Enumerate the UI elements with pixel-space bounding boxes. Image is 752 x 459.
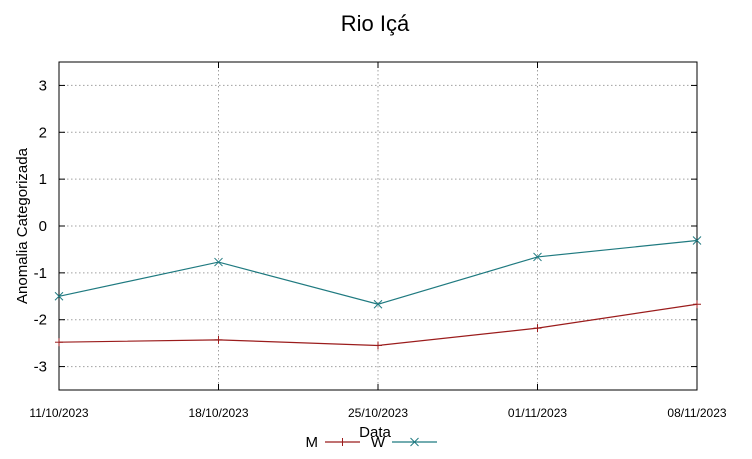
legend-marker-W: [410, 437, 419, 447]
y-tick-label: 1: [39, 171, 47, 188]
data-point-W: [373, 299, 383, 309]
x-tick-label: 08/11/2023: [667, 406, 726, 420]
data-point-M: [693, 300, 701, 309]
y-tick-label: 3: [39, 77, 47, 94]
data-point-W: [533, 252, 542, 262]
x-tick-label: 25/10/2023: [348, 406, 408, 420]
x-axis-ticks: 11/10/2023 18/10/2023 25/10/2023 01/11/2023…: [29, 62, 727, 420]
y-axis-ticks: 3 2 1 0 -1 -2 -3: [34, 77, 697, 376]
gridlines: [59, 62, 697, 390]
y-axis-label: Anomalia Categorizada: [14, 147, 31, 304]
data-point-M: [214, 335, 223, 344]
chart-title: Rio Içá: [341, 11, 410, 36]
y-tick-label: 2: [39, 124, 47, 141]
series-layer: [54, 236, 702, 350]
y-tick-label: -2: [34, 312, 47, 329]
y-tick-label: 0: [39, 218, 47, 235]
data-point-M: [55, 338, 63, 347]
data-point-W: [692, 236, 702, 245]
x-tick-label: 18/10/2023: [188, 406, 248, 420]
x-axis-label: Data: [359, 424, 391, 441]
legend-label-M: M: [306, 434, 319, 451]
data-point-W: [214, 257, 223, 267]
x-tick-label: 01/11/2023: [508, 406, 567, 420]
data-point-M: [374, 341, 382, 350]
data-point-W: [54, 291, 64, 301]
legend-label-W: W: [371, 434, 386, 451]
y-tick-label: -1: [34, 265, 47, 282]
data-point-M: [533, 324, 542, 333]
legend-marker-M: [338, 438, 347, 446]
x-tick-label: 11/10/2023: [29, 406, 88, 420]
y-tick-label: -3: [34, 359, 47, 376]
